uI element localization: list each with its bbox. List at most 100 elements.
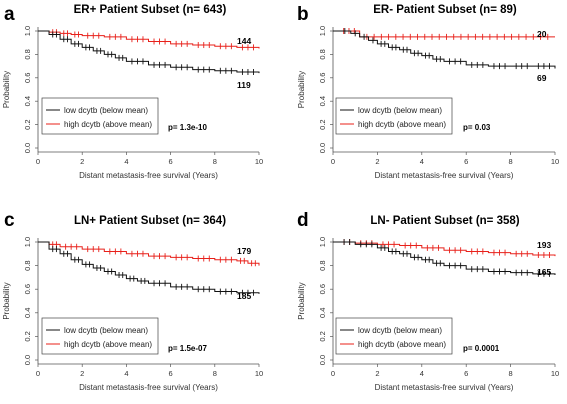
x-tick-label: 10	[551, 369, 559, 378]
y-tick-label: 0.0	[23, 355, 32, 365]
panel-c: c LN+ Patient Subset (n= 364) 0.0 0.2 0.4 0.6…	[2, 210, 263, 392]
x-tick-label: 8	[213, 369, 217, 378]
x-tick-label: 10	[255, 369, 263, 378]
p-value: p= 1.3e-10	[168, 123, 207, 132]
x-tick-label: 0	[36, 157, 40, 166]
legend-label-low: low dcytb (below mean)	[64, 106, 148, 115]
panel-title: ER- Patient Subset (n= 89)	[373, 4, 517, 16]
x-tick-label: 8	[213, 157, 217, 166]
panel-title: LN+ Patient Subset (n= 364)	[74, 215, 226, 227]
x-tick-label: 10	[551, 157, 559, 166]
x-tick-label: 6	[464, 369, 468, 378]
x-tick-label: 0	[36, 369, 40, 378]
x-tick-label: 2	[375, 369, 379, 378]
panel-letter: c	[4, 210, 15, 231]
n-label-low: 119	[237, 80, 251, 90]
survival-curve-low	[333, 30, 556, 69]
panel-a: a ER+ Patient Subset (n= 643) 0.0 0.2 0.4 0.6…	[2, 4, 263, 180]
n-label-high: 20	[537, 29, 547, 39]
n-label-high: 179	[237, 246, 251, 256]
survival-curve-high	[38, 30, 260, 49]
n-label-low: 69	[537, 73, 547, 83]
legend-label-low: low dcytb (below mean)	[358, 106, 442, 115]
legend-label-high: high dcytb (above mean)	[358, 340, 446, 349]
legend-box	[41, 97, 159, 135]
panel-letter: a	[4, 4, 15, 25]
panel-title: ER+ Patient Subset (n= 643)	[74, 4, 227, 16]
x-tick-label: 4	[124, 369, 128, 378]
y-tick-label: 0.8	[23, 260, 32, 270]
y-tick-label: 0.6	[318, 284, 327, 294]
x-axis-label: Distant metastasis-free survival (Years)	[79, 383, 218, 392]
y-axis-label: Probability	[297, 282, 306, 319]
y-tick-label: 1.0	[23, 26, 32, 36]
x-tick-label: 8	[509, 157, 513, 166]
y-tick-label: 1.0	[318, 237, 327, 247]
y-tick-label: 1.0	[23, 237, 32, 247]
legend-label-high: high dcytb (above mean)	[358, 120, 446, 129]
y-axis-label: Probability	[2, 71, 11, 108]
legend-label-low: low dcytb (below mean)	[64, 326, 148, 335]
survival-curve-high	[333, 241, 556, 257]
y-tick-label: 0.0	[318, 355, 327, 365]
y-tick-label: 0.4	[23, 96, 32, 106]
y-tick-label: 0.4	[318, 96, 327, 106]
legend: low dcytb (below mean) high dcytb (above …	[41, 97, 159, 135]
x-tick-label: 2	[375, 157, 379, 166]
x-tick-label: 0	[331, 369, 335, 378]
p-value: p= 1.5e-07	[168, 344, 207, 353]
y-tick-label: 0.2	[318, 331, 327, 341]
x-tick-label: 0	[331, 157, 335, 166]
x-tick-label: 4	[420, 369, 424, 378]
y-tick-label: 0.8	[23, 49, 32, 59]
x-axis-label: Distant metastasis-free survival (Years)	[79, 171, 218, 180]
y-tick-label: 0.4	[23, 308, 32, 318]
x-tick-label: 4	[420, 157, 424, 166]
survival-curve-low	[38, 241, 260, 294]
n-label-high: 144	[237, 36, 251, 46]
legend: low dcytb (below mean) high dcytb (above …	[335, 317, 453, 355]
x-axis-label: Distant metastasis-free survival (Years)	[375, 171, 514, 180]
x-tick-label: 2	[80, 369, 84, 378]
legend-label-high: high dcytb (above mean)	[64, 340, 152, 349]
x-tick-label: 8	[509, 369, 513, 378]
panel-d: d LN- Patient Subset (n= 358) 0.0 0.2 0.4 0.6…	[297, 210, 559, 392]
legend: low dcytb (below mean) high dcytb (above …	[41, 317, 159, 355]
legend-box	[41, 317, 159, 355]
panel-letter: b	[297, 4, 309, 25]
y-tick-label: 1.0	[318, 26, 327, 36]
x-axis-label: Distant metastasis-free survival (Years)	[375, 383, 514, 392]
p-value: p= 0.0001	[463, 344, 500, 353]
x-tick-label: 2	[80, 157, 84, 166]
panel-letter: d	[297, 210, 309, 231]
survival-curve-high	[333, 30, 555, 38]
y-tick-label: 0.0	[318, 143, 327, 153]
y-tick-label: 0.8	[318, 49, 327, 59]
x-tick-label: 6	[169, 157, 173, 166]
n-label-low: 185	[237, 291, 251, 301]
y-tick-label: 0.0	[23, 143, 32, 153]
x-tick-label: 6	[464, 157, 468, 166]
x-tick-label: 4	[124, 157, 128, 166]
y-tick-label: 0.6	[318, 73, 327, 83]
n-label-high: 193	[537, 240, 551, 250]
n-label-low: 165	[537, 267, 551, 277]
legend-label-high: high dcytb (above mean)	[64, 120, 152, 129]
y-axis-label: Probability	[297, 71, 306, 108]
y-tick-label: 0.2	[23, 119, 32, 129]
y-tick-label: 0.8	[318, 260, 327, 270]
x-tick-label: 6	[169, 369, 173, 378]
x-tick-label: 10	[255, 157, 263, 166]
panel-title: LN- Patient Subset (n= 358)	[370, 215, 519, 227]
y-tick-label: 0.2	[23, 331, 32, 341]
p-value: p= 0.03	[463, 123, 491, 132]
y-tick-label: 0.6	[23, 73, 32, 83]
y-tick-label: 0.2	[318, 119, 327, 129]
survival-curve-high	[38, 241, 260, 266]
y-tick-label: 0.6	[23, 284, 32, 294]
y-axis-label: Probability	[2, 282, 11, 319]
legend-box	[335, 97, 453, 135]
panel-b: b ER- Patient Subset (n= 89) 0.0 0.2 0.4 0.6 0…	[297, 4, 559, 180]
survival-curve-low	[38, 30, 260, 74]
